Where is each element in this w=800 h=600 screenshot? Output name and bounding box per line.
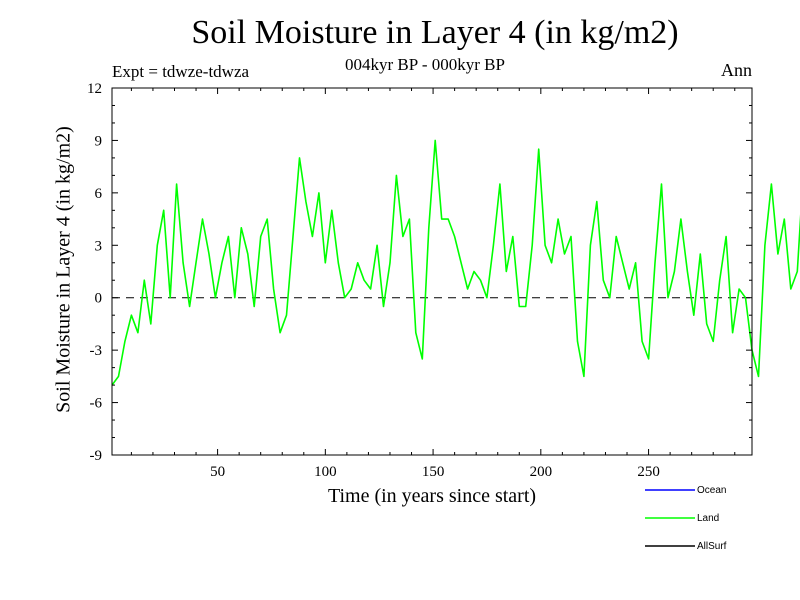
series-line-land <box>111 139 800 386</box>
y-tick-label: 9 <box>95 133 103 149</box>
chart-subtitle: 004kyr BP - 000kyr BP <box>345 55 505 74</box>
y-tick-label: 3 <box>95 238 103 254</box>
y-tick-label: -9 <box>90 448 103 464</box>
x-tick-label: 100 <box>314 464 337 480</box>
plot-frame <box>111 87 753 456</box>
x-tick-label: 50 <box>210 464 225 480</box>
legend-label-ocean: Ocean <box>697 485 727 496</box>
chart-title: Soil Moisture in Layer 4 (in kg/m2) <box>191 14 679 51</box>
season-label: Ann <box>721 60 752 80</box>
legend-label-land: Land <box>697 513 720 524</box>
x-tick-label: 150 <box>422 464 445 480</box>
legend-label-allsurf: AllSurf <box>697 541 727 552</box>
y-tick-label: 6 <box>95 186 103 202</box>
x-tick-label: 200 <box>530 464 553 480</box>
y-tick-label: 0 <box>95 291 103 307</box>
y-tick-label: 12 <box>87 81 102 97</box>
y-tick-label: -6 <box>90 396 103 412</box>
experiment-label: Expt = tdwze-tdwza <box>112 62 250 81</box>
x-tick-label: 250 <box>637 464 660 480</box>
y-tick-label: -3 <box>90 343 103 359</box>
x-axis-label: Time (in years since start) <box>327 485 537 507</box>
